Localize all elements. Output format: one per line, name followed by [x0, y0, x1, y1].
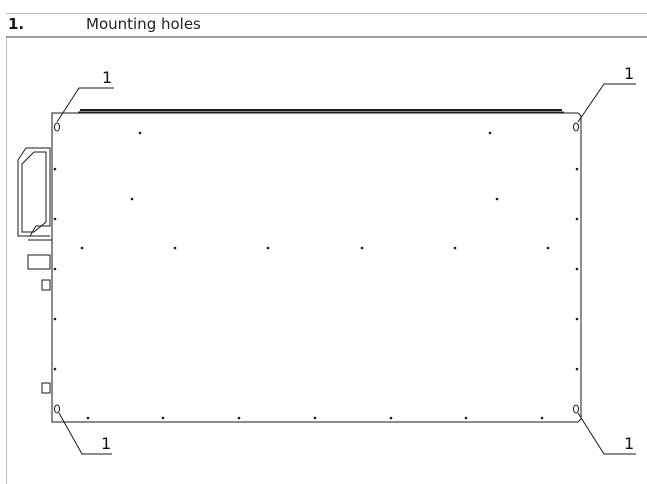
- screw-points: [53, 131, 579, 420]
- mounting-hole-top-left: [54, 122, 60, 132]
- callout-bottom-left: 1: [101, 434, 112, 453]
- callout-bottom-right: 1: [624, 434, 635, 453]
- mounting-hole-bottom-left: [54, 404, 60, 414]
- leader-lines: [56, 83, 636, 455]
- figure-frame-left: [6, 38, 7, 484]
- callout-top-right: 1: [624, 64, 635, 83]
- figure-caption: 1. Mounting holes: [0, 0, 647, 39]
- caption-number: 1.: [8, 15, 25, 33]
- callout-top-left: 1: [102, 68, 113, 87]
- caption-bottom-rule: [6, 36, 647, 38]
- mounting-hole-top-right: [573, 122, 579, 132]
- caption-title: Mounting holes: [86, 15, 201, 33]
- caption-top-rule: [6, 13, 647, 14]
- mounting-hole-bottom-right: [573, 404, 579, 414]
- unit-panel: [17, 109, 582, 423]
